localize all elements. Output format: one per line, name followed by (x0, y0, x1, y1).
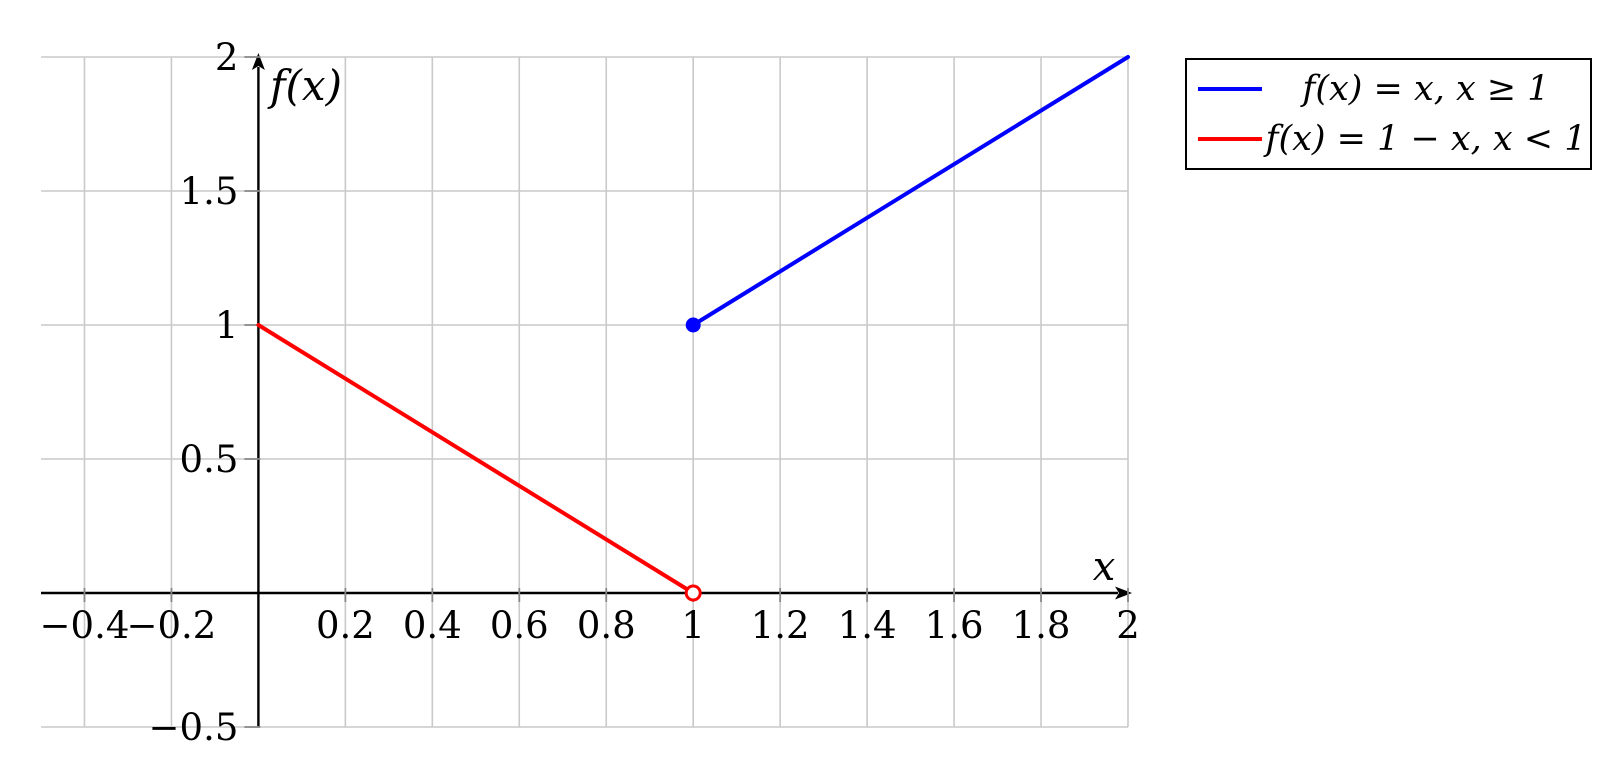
y-tick-label: 1.5 (180, 170, 239, 213)
x-tick-label: 0.8 (577, 604, 636, 647)
y-tick-label: 1 (215, 304, 239, 347)
x-tick-label: 1.2 (751, 604, 810, 647)
axes (41, 53, 1132, 727)
y-tick-label: −0.5 (149, 706, 239, 749)
x-axis-label: x (1093, 544, 1116, 590)
x-axis-arrowhead (1115, 586, 1132, 600)
legend-label-blue: f(x) = x, x ≥ 1 (1302, 68, 1550, 109)
axis-ticks (83, 56, 1129, 728)
grid (41, 56, 1129, 728)
open-point-marker (684, 584, 702, 602)
series (256, 55, 1130, 595)
x-tick-label: −0.4 (40, 604, 130, 647)
y-tick-label: 0.5 (180, 438, 239, 481)
series-line (256, 323, 696, 595)
x-tick-label: 1.4 (838, 604, 897, 647)
legend-entry-blue: f(x) = x, x ≥ 1 (1187, 64, 1590, 114)
legend-line-sample-blue (1198, 87, 1262, 91)
y-axis-label: f(x) (267, 61, 342, 110)
filled-point-marker (685, 317, 701, 333)
legend-entry-red: f(x) = 1 − x, x < 1 (1187, 114, 1590, 164)
x-tick-label: 1.6 (925, 604, 984, 647)
y-tick-label: 2 (215, 36, 239, 79)
y-axis-arrowhead (251, 53, 265, 70)
data-point-markers (684, 317, 702, 602)
x-tick-label: −0.2 (127, 604, 217, 647)
x-tick-label: 2 (1116, 604, 1140, 647)
series-line (691, 55, 1130, 327)
legend: f(x) = x, x ≥ 1 f(x) = 1 − x, x < 1 (1185, 58, 1592, 170)
x-tick-label: 1.8 (1012, 604, 1071, 647)
x-tick-label: 0.2 (316, 604, 375, 647)
x-tick-label: 1 (681, 604, 705, 647)
legend-label-red: f(x) = 1 − x, x < 1 (1265, 118, 1587, 159)
tick-labels: −0.4−0.2 0.2 0.4 0.6 0.8 1 1.2 1.4 1.6 1.8 2 −0.5 0.… (40, 36, 1140, 749)
x-tick-label: 0.4 (403, 604, 462, 647)
legend-line-sample-red (1198, 137, 1262, 141)
x-tick-label: 0.6 (490, 604, 549, 647)
